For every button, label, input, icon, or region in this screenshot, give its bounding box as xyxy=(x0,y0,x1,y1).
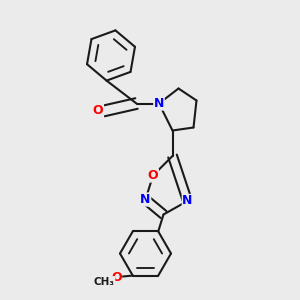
Text: N: N xyxy=(154,97,164,110)
Text: O: O xyxy=(148,169,158,182)
Text: N: N xyxy=(140,193,151,206)
Text: O: O xyxy=(111,271,122,284)
Text: N: N xyxy=(182,194,193,208)
Text: CH₃: CH₃ xyxy=(94,277,115,286)
Text: O: O xyxy=(93,104,104,118)
